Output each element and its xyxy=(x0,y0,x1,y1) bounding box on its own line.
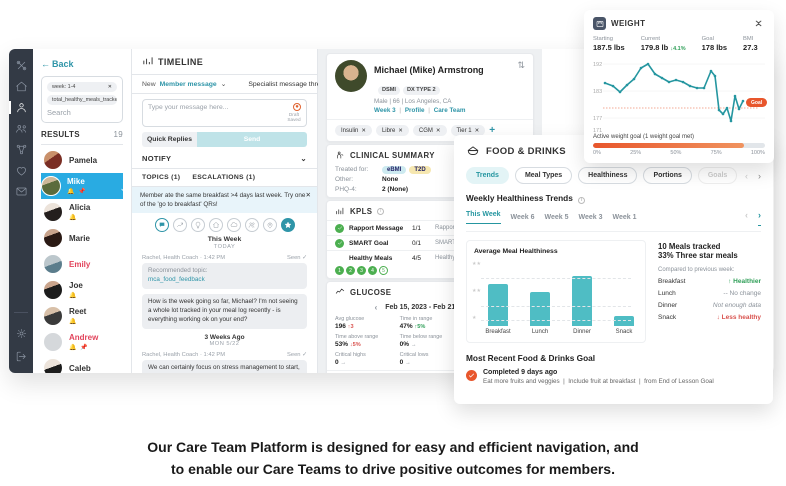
svg-text:183: 183 xyxy=(593,89,602,95)
svg-text:192: 192 xyxy=(593,62,602,68)
svg-text:171: 171 xyxy=(593,128,602,132)
svg-text:177: 177 xyxy=(593,116,602,122)
